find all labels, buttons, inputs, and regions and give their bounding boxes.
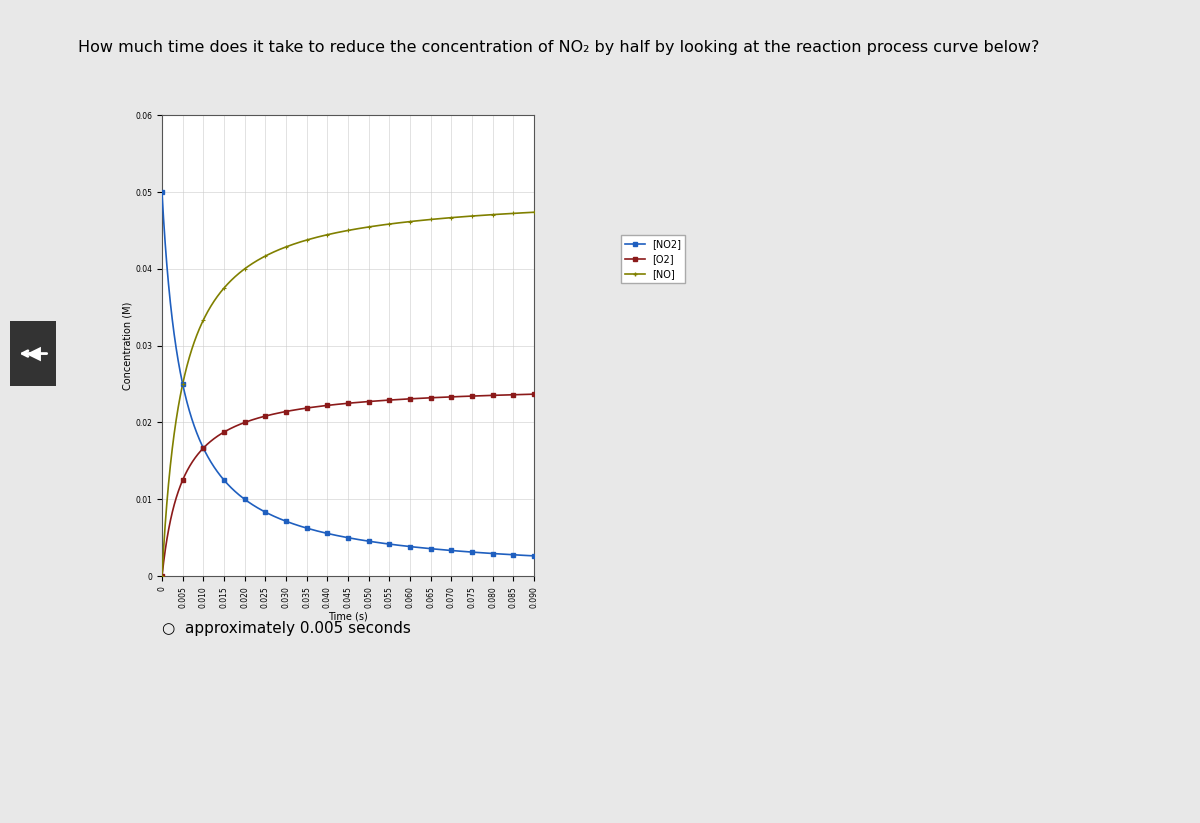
Text: How much time does it take to reduce the concentration of NO₂ by half by looking: How much time does it take to reduce the… — [78, 40, 1039, 54]
X-axis label: Time (s): Time (s) — [328, 611, 368, 622]
Text: ○  approximately 0.005 seconds: ○ approximately 0.005 seconds — [162, 621, 410, 636]
Y-axis label: Concentration (M): Concentration (M) — [122, 301, 132, 390]
FancyBboxPatch shape — [10, 321, 56, 386]
Legend: [NO2], [O2], [NO]: [NO2], [O2], [NO] — [622, 235, 685, 283]
Text: ◀: ◀ — [25, 344, 41, 363]
